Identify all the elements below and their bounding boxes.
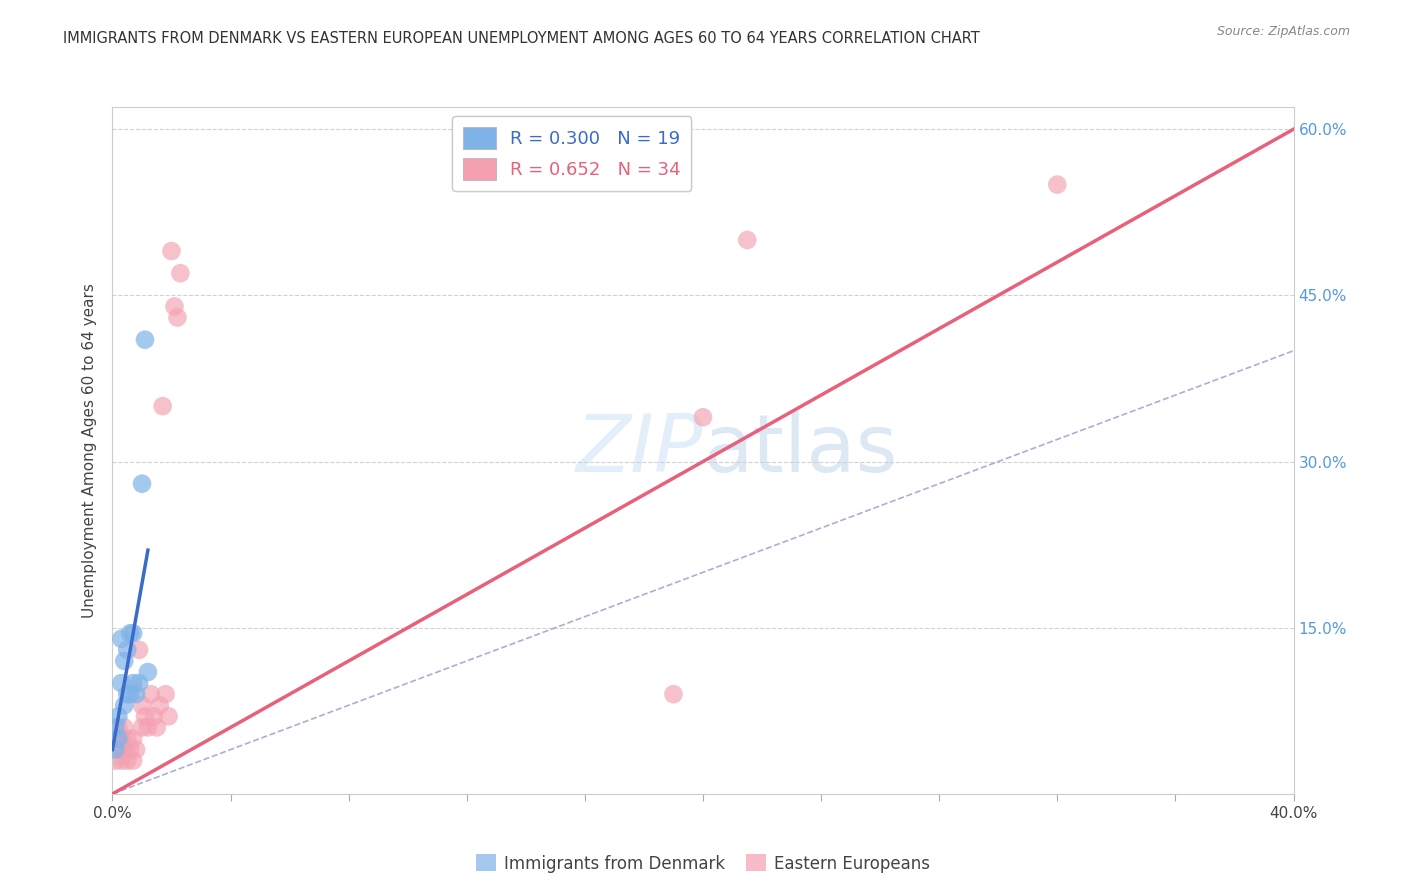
Eastern Europeans (737, 233, 759, 247)
Immigrants from Denmark (120, 626, 142, 640)
Legend: R = 0.300   N = 19, R = 0.652   N = 34: R = 0.300 N = 19, R = 0.652 N = 34 (453, 116, 692, 191)
Eastern Europeans (107, 720, 129, 734)
Legend: Immigrants from Denmark, Eastern Europeans: Immigrants from Denmark, Eastern Europea… (470, 847, 936, 880)
Text: Source: ZipAtlas.com: Source: ZipAtlas.com (1216, 25, 1350, 38)
Immigrants from Denmark (112, 654, 135, 668)
Immigrants from Denmark (107, 709, 129, 723)
Eastern Europeans (112, 720, 135, 734)
Eastern Europeans (125, 742, 148, 756)
Eastern Europeans (131, 698, 153, 713)
Eastern Europeans (692, 410, 714, 425)
Eastern Europeans (117, 731, 138, 746)
Eastern Europeans (163, 300, 186, 314)
Eastern Europeans (662, 687, 685, 701)
Eastern Europeans (110, 731, 132, 746)
Immigrants from Denmark (117, 643, 138, 657)
Eastern Europeans (104, 754, 127, 768)
Immigrants from Denmark (122, 626, 145, 640)
Eastern Europeans (117, 754, 138, 768)
Text: ZIP: ZIP (575, 411, 703, 490)
Eastern Europeans (110, 754, 132, 768)
Immigrants from Denmark (136, 665, 159, 679)
Eastern Europeans (128, 643, 150, 657)
Immigrants from Denmark (110, 676, 132, 690)
Eastern Europeans (131, 720, 153, 734)
Immigrants from Denmark (117, 687, 138, 701)
Text: atlas: atlas (703, 411, 897, 490)
Eastern Europeans (112, 742, 135, 756)
Immigrants from Denmark (125, 687, 148, 701)
Eastern Europeans (152, 399, 174, 413)
Eastern Europeans (160, 244, 183, 258)
Y-axis label: Unemployment Among Ages 60 to 64 years: Unemployment Among Ages 60 to 64 years (82, 283, 97, 618)
Eastern Europeans (139, 687, 162, 701)
Immigrants from Denmark (131, 476, 153, 491)
Eastern Europeans (1046, 178, 1069, 192)
Eastern Europeans (107, 742, 129, 756)
Immigrants from Denmark (122, 676, 145, 690)
Eastern Europeans (120, 742, 142, 756)
Eastern Europeans (104, 731, 127, 746)
Immigrants from Denmark (120, 687, 142, 701)
Eastern Europeans (155, 687, 177, 701)
Eastern Europeans (169, 266, 191, 280)
Eastern Europeans (166, 310, 188, 325)
Immigrants from Denmark (110, 632, 132, 646)
Immigrants from Denmark (134, 333, 156, 347)
Eastern Europeans (122, 754, 145, 768)
Immigrants from Denmark (104, 742, 127, 756)
Eastern Europeans (146, 720, 169, 734)
Immigrants from Denmark (107, 731, 129, 746)
Eastern Europeans (157, 709, 180, 723)
Eastern Europeans (134, 709, 156, 723)
Text: IMMIGRANTS FROM DENMARK VS EASTERN EUROPEAN UNEMPLOYMENT AMONG AGES 60 TO 64 YEA: IMMIGRANTS FROM DENMARK VS EASTERN EUROP… (63, 31, 980, 46)
Immigrants from Denmark (104, 720, 127, 734)
Eastern Europeans (136, 720, 159, 734)
Eastern Europeans (142, 709, 165, 723)
Eastern Europeans (122, 731, 145, 746)
Eastern Europeans (149, 698, 172, 713)
Immigrants from Denmark (112, 698, 135, 713)
Immigrants from Denmark (128, 676, 150, 690)
